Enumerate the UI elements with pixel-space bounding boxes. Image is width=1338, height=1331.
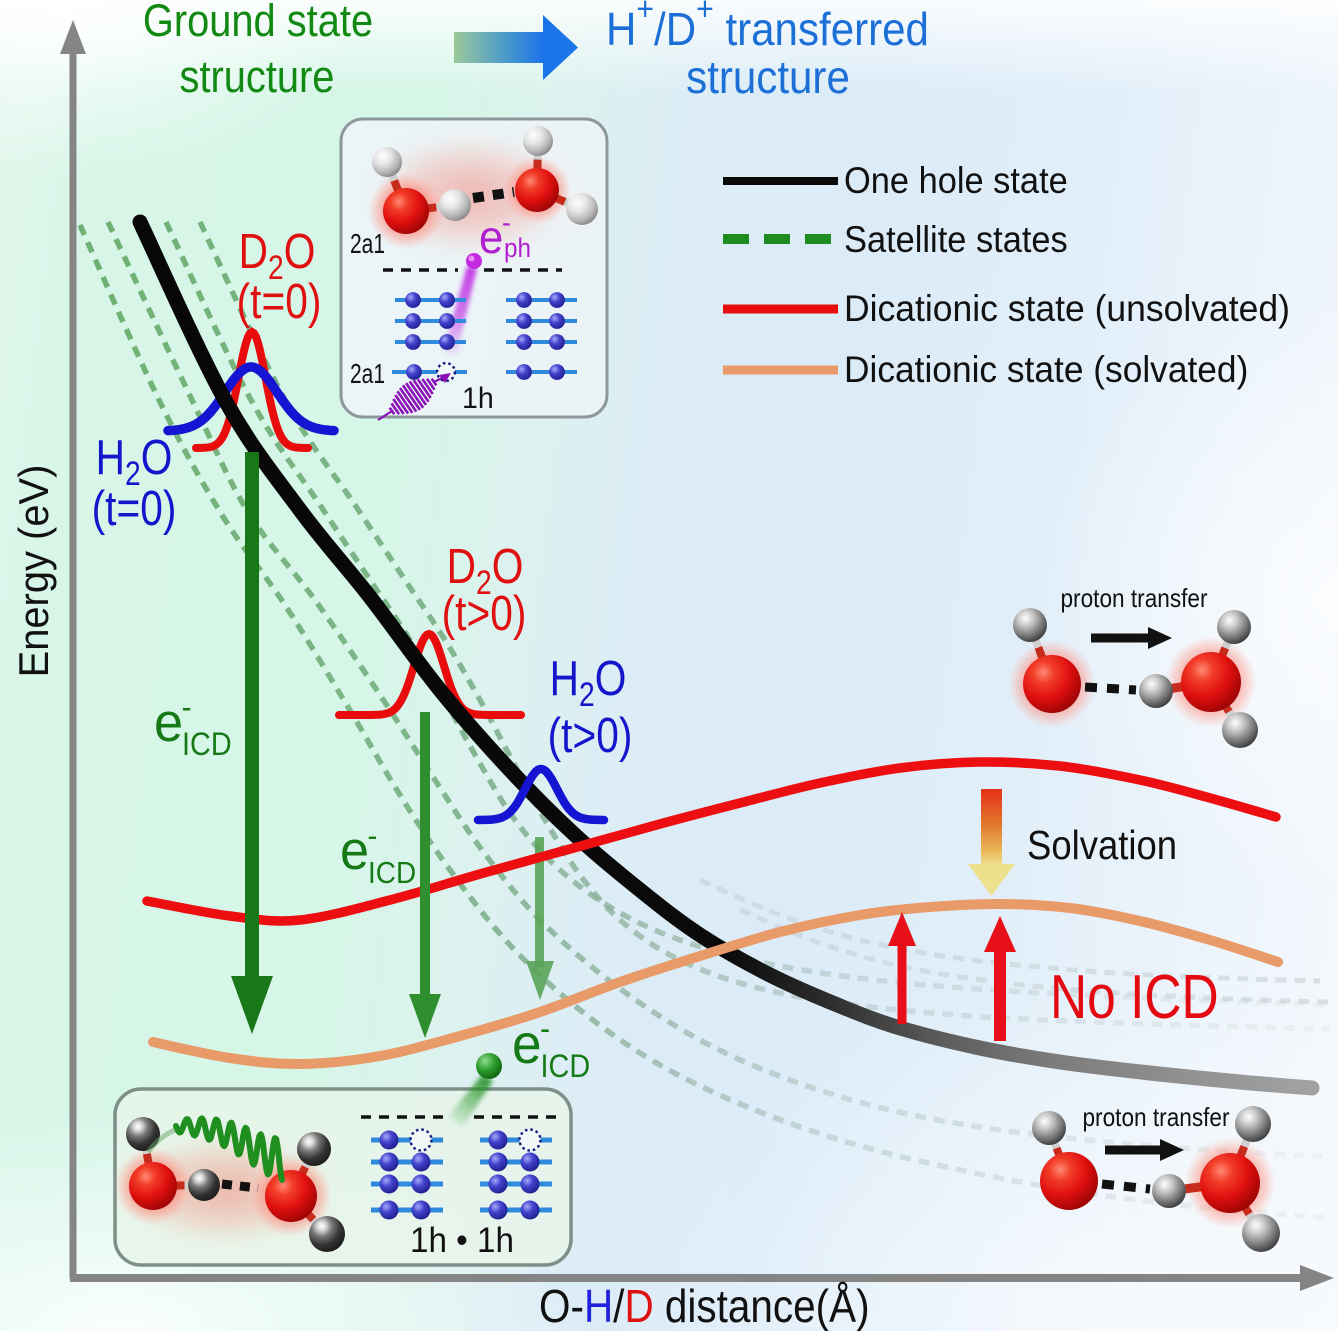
svg-text:ICD: ICD: [182, 726, 232, 762]
svg-text:e: e: [154, 692, 183, 754]
svg-text:-: -: [540, 1011, 550, 1047]
svg-text:-: -: [368, 819, 378, 853]
svg-text:(t>0): (t>0): [548, 707, 633, 762]
svg-text:structure: structure: [686, 52, 850, 103]
svg-text:2a1: 2a1: [350, 229, 385, 260]
svg-text:ICD: ICD: [368, 855, 416, 890]
svg-text:-: -: [182, 689, 192, 725]
svg-text:1h • 1h: 1h • 1h: [410, 1221, 514, 1260]
svg-text:e: e: [479, 211, 503, 263]
svg-text:e: e: [512, 1013, 542, 1076]
svg-text:ph: ph: [504, 234, 531, 263]
svg-text:Satellite states: Satellite states: [844, 219, 1068, 260]
svg-text:(t>0): (t>0): [442, 585, 527, 640]
svg-text:(t=0): (t=0): [92, 480, 177, 535]
svg-text:structure: structure: [180, 53, 335, 103]
svg-text:Energy (eV): Energy (eV): [10, 465, 57, 678]
svg-text:proton transfer: proton transfer: [1082, 1104, 1229, 1133]
svg-text:proton transfer: proton transfer: [1060, 585, 1207, 614]
svg-text:2a1: 2a1: [350, 359, 385, 390]
svg-text:Dicationic state (solvated): Dicationic state (solvated): [844, 348, 1248, 390]
svg-text:Solvation: Solvation: [1027, 823, 1177, 868]
svg-text:e: e: [340, 820, 369, 882]
svg-text:(t=0): (t=0): [237, 273, 322, 328]
svg-text:H+/D+ transferred: H+/D+ transferred: [606, 0, 929, 55]
svg-text:One hole state: One hole state: [844, 160, 1068, 201]
svg-text:Ground state: Ground state: [143, 0, 373, 47]
svg-text:H2O: H2O: [550, 650, 627, 713]
svg-text:Dicationic state (unsolvated): Dicationic state (unsolvated): [844, 287, 1290, 329]
svg-text:ICD: ICD: [541, 1049, 591, 1085]
svg-text:O-H/D distance(Å): O-H/D distance(Å): [539, 1282, 870, 1331]
svg-text:1h: 1h: [462, 382, 494, 415]
svg-text:No ICD: No ICD: [1050, 963, 1219, 1033]
svg-text:-: -: [502, 206, 511, 238]
